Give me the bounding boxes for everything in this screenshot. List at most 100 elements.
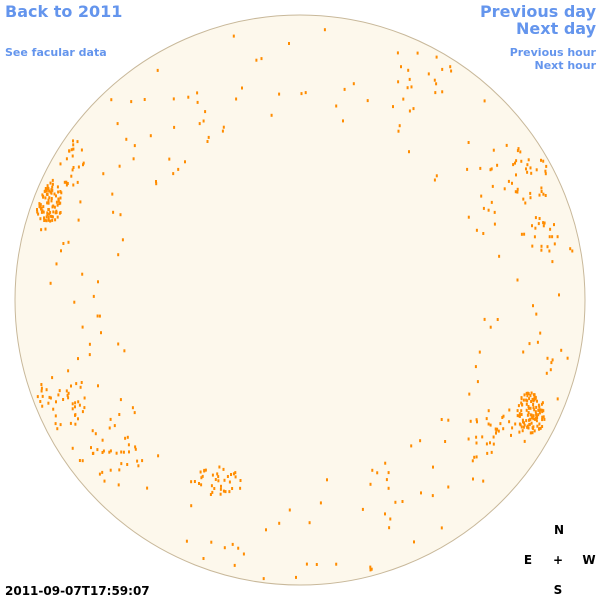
facula — [58, 389, 61, 393]
facula — [49, 219, 52, 223]
previous-day-link[interactable]: Previous day — [480, 2, 597, 21]
facula — [211, 473, 214, 477]
facula — [92, 294, 95, 298]
facula — [47, 208, 50, 211]
facula — [68, 149, 71, 153]
facula — [532, 425, 535, 429]
facula — [525, 402, 528, 406]
facula — [67, 391, 70, 395]
facula — [441, 67, 444, 71]
facula — [523, 423, 526, 427]
facula — [101, 438, 104, 442]
facula — [65, 180, 68, 184]
timestamp: 2011-09-07T17:59:07 — [5, 584, 150, 598]
facula — [46, 201, 49, 205]
facula — [495, 431, 497, 435]
facula — [510, 433, 512, 437]
facula — [67, 240, 70, 244]
facula — [96, 448, 99, 452]
facula — [48, 196, 51, 200]
facula — [43, 218, 46, 222]
facula — [66, 393, 69, 397]
facula — [102, 449, 105, 453]
facula — [542, 192, 545, 196]
next-hour-link[interactable]: Next hour — [535, 59, 597, 72]
facula — [220, 484, 222, 488]
facula — [54, 218, 57, 222]
facula — [540, 402, 543, 406]
facula — [72, 143, 75, 147]
facula — [53, 192, 56, 196]
facula — [435, 55, 438, 59]
facula — [540, 248, 543, 252]
facula — [53, 205, 56, 209]
facula — [201, 474, 204, 478]
facula — [239, 486, 242, 490]
facular-link[interactable]: See facular data — [5, 46, 107, 59]
facula — [42, 195, 45, 199]
facula — [323, 28, 326, 32]
facula — [553, 242, 556, 246]
facula — [514, 161, 516, 165]
facula — [518, 412, 521, 416]
next-day-link[interactable]: Next day — [516, 19, 597, 38]
facula — [549, 368, 552, 372]
facula — [542, 221, 545, 225]
facula — [416, 51, 419, 55]
facula — [524, 201, 527, 205]
facula — [480, 194, 483, 198]
facula — [396, 51, 399, 55]
facula — [44, 196, 47, 200]
compass-west: W — [582, 553, 595, 567]
facula — [548, 249, 551, 253]
facula — [532, 399, 535, 403]
facula — [230, 473, 232, 476]
facula — [211, 490, 214, 494]
facula — [57, 199, 60, 203]
facula — [222, 125, 225, 129]
facula — [537, 413, 540, 417]
facula — [234, 471, 237, 475]
facula — [503, 187, 506, 191]
facula — [482, 479, 485, 483]
facula — [78, 459, 81, 462]
facula — [534, 226, 537, 230]
facula — [82, 161, 85, 165]
facula — [558, 293, 560, 297]
facula — [515, 173, 517, 177]
facula — [490, 450, 493, 454]
facula — [468, 392, 471, 396]
facula — [352, 82, 355, 86]
facula — [127, 443, 130, 447]
facula — [530, 171, 533, 175]
facula — [402, 97, 405, 101]
facula — [335, 562, 338, 566]
facula — [536, 424, 539, 428]
facula — [556, 235, 559, 239]
facula — [51, 205, 54, 209]
facula — [526, 425, 529, 429]
facula — [46, 184, 49, 188]
facula — [527, 406, 530, 410]
facula — [408, 109, 411, 113]
facula — [228, 480, 231, 484]
facula — [39, 203, 42, 207]
facula — [482, 232, 485, 235]
facula — [529, 406, 532, 410]
facula — [472, 477, 474, 481]
facula — [532, 393, 535, 397]
facula — [109, 449, 112, 453]
facula — [47, 186, 49, 190]
facula — [83, 396, 86, 400]
facula — [41, 394, 44, 398]
facula — [535, 168, 538, 172]
back-link[interactable]: Back to 2011 — [5, 2, 122, 21]
facula — [36, 395, 39, 399]
previous-hour-link[interactable]: Previous hour — [510, 46, 597, 59]
facula — [571, 249, 574, 253]
facula — [476, 420, 478, 424]
facula — [537, 222, 540, 226]
facula — [213, 487, 216, 490]
facula — [125, 137, 128, 141]
facula — [262, 577, 265, 581]
